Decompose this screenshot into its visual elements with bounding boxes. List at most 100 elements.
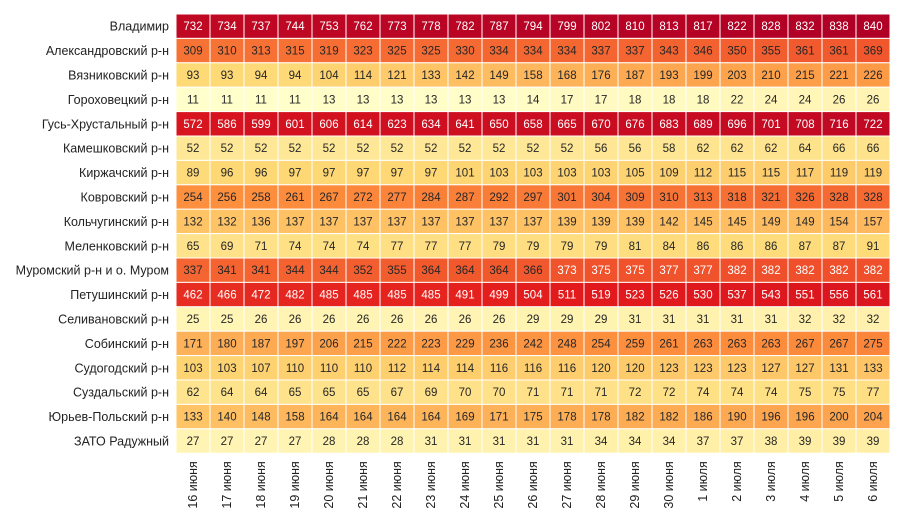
cell-value-label: 543	[761, 290, 780, 302]
heatmap-cell	[855, 184, 891, 210]
cell-value-label: 832	[795, 21, 814, 33]
cell-value-label: 89	[187, 168, 200, 180]
cell-value-label: 103	[557, 168, 576, 180]
cell-value-label: 145	[727, 216, 746, 228]
heatmap-cell	[855, 135, 891, 161]
heatmap-cell	[753, 233, 789, 259]
cell-value-label: 137	[523, 216, 542, 228]
cell-value-label: 275	[863, 338, 882, 350]
cell-value-label: 14	[527, 94, 540, 106]
cell-value-label: 369	[863, 46, 882, 58]
cell-value-label: 287	[455, 192, 474, 204]
cell-value-label: 537	[727, 290, 746, 302]
heatmap-cell	[651, 184, 687, 210]
cell-value-label: 689	[693, 119, 712, 131]
heatmap-cell	[753, 111, 789, 137]
heatmap-cell	[345, 428, 381, 454]
cell-value-label: 215	[795, 70, 814, 82]
heatmap-cell	[311, 281, 347, 308]
heatmap-cell	[175, 13, 211, 39]
cell-value-label: 526	[659, 290, 678, 302]
cell-value-label: 105	[625, 168, 644, 180]
cell-value-label: 158	[285, 412, 304, 424]
cell-value-label: 62	[731, 143, 744, 155]
heatmap-cell	[617, 184, 653, 210]
cell-value-label: 149	[761, 216, 780, 228]
heatmap-cell	[753, 428, 789, 454]
heatmap-cell	[651, 330, 687, 357]
cell-value-label: 350	[727, 46, 746, 58]
cell-value-label: 13	[425, 94, 438, 106]
cell-value-label: 52	[459, 143, 472, 155]
cell-value-label: 221	[829, 70, 848, 82]
row-label: Гусь-Хрустальный р-н	[42, 117, 169, 131]
cell-value-label: 326	[795, 192, 814, 204]
heatmap-cell	[379, 379, 415, 405]
cell-value-label: 62	[187, 387, 200, 399]
heatmap-cell	[617, 428, 653, 454]
heatmap-cell	[447, 403, 483, 430]
heatmap-cell	[753, 403, 789, 430]
heatmap-cell	[481, 13, 517, 39]
heatmap-cell	[447, 330, 483, 357]
heatmap-cell	[583, 159, 619, 186]
cell-value-label: 199	[693, 70, 712, 82]
cell-value-label: 254	[591, 338, 611, 350]
heatmap-cell	[685, 403, 721, 430]
heatmap-cell	[243, 281, 279, 308]
cell-value-label: 328	[829, 192, 848, 204]
cell-value-label: 263	[693, 338, 712, 350]
cell-value-label: 676	[625, 119, 644, 131]
heatmap-cell	[345, 62, 381, 88]
cell-value-label: 462	[183, 290, 202, 302]
cell-value-label: 75	[833, 387, 846, 399]
cell-value-label: 778	[421, 21, 440, 33]
cell-value-label: 74	[697, 387, 710, 399]
cell-value-label: 11	[255, 94, 267, 106]
heatmap-cell	[413, 403, 449, 430]
cell-value-label: 91	[867, 241, 880, 253]
cell-value-label: 71	[595, 387, 608, 399]
cell-value-label: 31	[663, 314, 676, 326]
cell-value-label: 334	[557, 46, 577, 58]
cell-value-label: 142	[659, 216, 678, 228]
heatmap-cell	[651, 257, 687, 283]
cell-value-label: 328	[863, 192, 882, 204]
heatmap-cell	[515, 135, 551, 161]
row-label: Юрьев-Польский р-н	[49, 410, 170, 424]
cell-value-label: 337	[591, 46, 610, 58]
cell-value-label: 137	[319, 216, 338, 228]
cell-value-label: 86	[731, 241, 744, 253]
heatmap-cell	[413, 306, 449, 332]
heatmap-cell	[821, 208, 857, 235]
heatmap-cell	[855, 403, 891, 430]
cell-value-label: 838	[829, 21, 848, 33]
cell-value-label: 355	[387, 265, 406, 277]
cell-value-label: 744	[285, 21, 305, 33]
cell-value-label: 18	[663, 94, 676, 106]
heatmap-cell	[787, 208, 823, 235]
cell-value-label: 114	[422, 363, 441, 375]
cell-value-label: 215	[353, 338, 372, 350]
cell-value-label: 27	[221, 436, 234, 448]
heatmap-cell	[583, 306, 619, 332]
heatmap-cell	[277, 306, 313, 332]
cell-value-label: 104	[319, 70, 339, 82]
heatmap-cell	[243, 355, 279, 381]
heatmap-cell	[345, 355, 381, 381]
heatmap-cell	[787, 111, 823, 137]
cell-value-label: 26	[255, 314, 268, 326]
cell-value-label: 485	[387, 290, 406, 302]
column-label: 26 июня	[526, 461, 540, 508]
column-label: 17 июня	[220, 461, 234, 508]
heatmap-cell	[345, 306, 381, 332]
cell-value-label: 366	[523, 265, 542, 277]
cell-value-label: 69	[425, 387, 438, 399]
heatmap-cell	[345, 281, 381, 308]
cell-value-label: 86	[765, 241, 778, 253]
cell-value-label: 32	[867, 314, 880, 326]
heatmap-cell	[447, 428, 483, 454]
heatmap-cell	[753, 330, 789, 357]
heatmap-cell	[719, 233, 755, 259]
heatmap-cell	[753, 281, 789, 308]
